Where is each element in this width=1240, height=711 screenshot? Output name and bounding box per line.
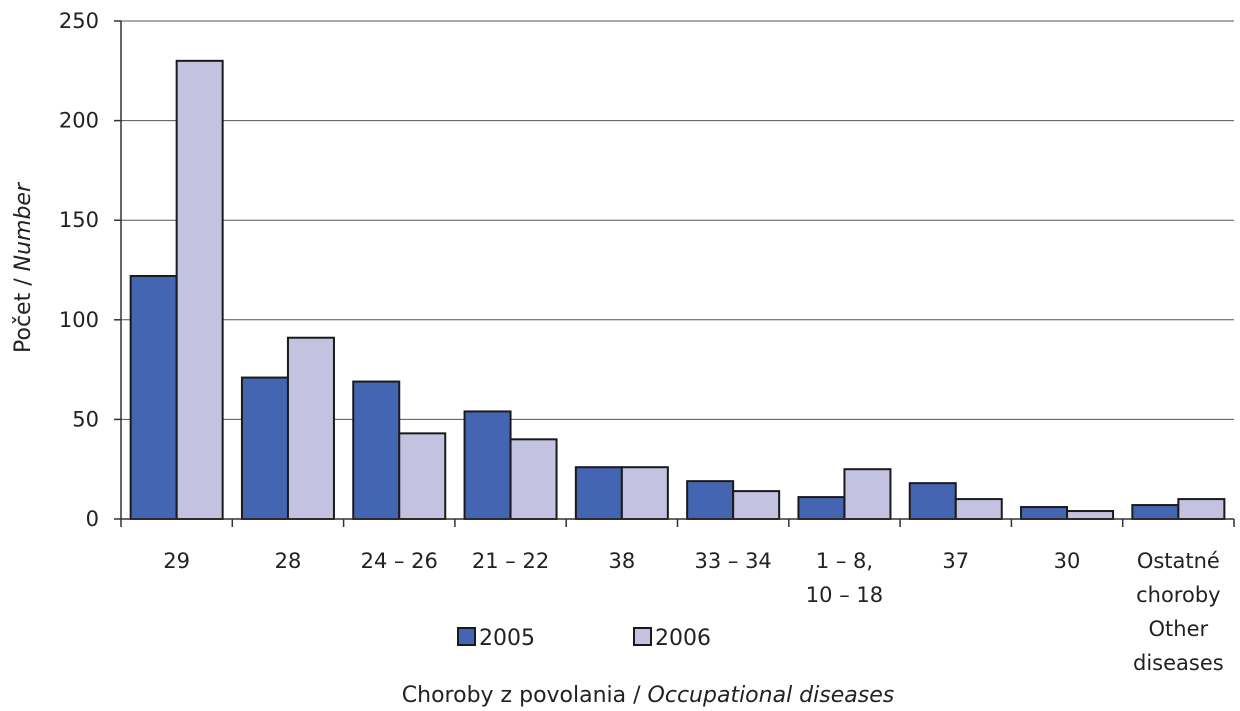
- bar-2005-1: [240, 376, 289, 520]
- bar-2006-9: [1177, 498, 1226, 520]
- y-tick-label: 200: [59, 109, 99, 133]
- x-tick-label: 10 – 18: [806, 583, 883, 607]
- x-tick-label: 38: [608, 549, 635, 573]
- bar-2005-8: [1020, 506, 1069, 521]
- bar-2006-7: [954, 498, 1003, 520]
- x-tick-label: 24 – 26: [361, 549, 438, 573]
- bar-2006-8: [1066, 510, 1115, 521]
- x-tick-label: diseases: [1133, 651, 1224, 675]
- bar-2005-0: [129, 274, 178, 521]
- legend-swatch-2006: [633, 627, 652, 646]
- x-tick-label: 28: [275, 549, 302, 573]
- y-tick-label: 100: [59, 308, 99, 332]
- bar-2006-5: [732, 490, 781, 520]
- bar-2006-3: [509, 438, 558, 521]
- bar-2005-4: [574, 466, 623, 521]
- y-tick-label: 250: [59, 9, 99, 33]
- x-tick-label: 1 – 8,: [816, 549, 873, 573]
- bar-2006-6: [843, 468, 892, 521]
- legend-label-2005: 2005: [479, 626, 535, 651]
- axes: [114, 20, 1235, 527]
- legend: 2005 2006: [457, 626, 711, 651]
- bar-2005-7: [908, 482, 957, 521]
- bar-2006-0: [175, 59, 224, 521]
- legend-label-2006: 2006: [655, 626, 711, 651]
- x-tick-labels: 29 28 24 – 26 21 – 22 38 33 – 34 1 – 8, 10 – 18…: [163, 549, 1223, 675]
- x-tick-label: 33 – 34: [695, 549, 772, 573]
- bar-2005-2: [352, 380, 401, 520]
- bars: [129, 59, 1226, 521]
- y-tick-label: 50: [72, 407, 99, 431]
- x-tick-label: Other: [1149, 617, 1209, 641]
- bar-2005-6: [797, 496, 846, 521]
- y-tick-label: 150: [59, 208, 99, 232]
- bar-2005-3: [463, 410, 512, 521]
- bar-2005-9: [1131, 504, 1180, 520]
- x-tick-label: 21 – 22: [472, 549, 549, 573]
- x-tick-label: 30: [1054, 549, 1081, 573]
- legend-swatch-2005: [457, 627, 476, 646]
- bar-2005-5: [686, 480, 735, 521]
- y-tick-label: 0: [86, 507, 99, 531]
- x-axis-title: Choroby z povolania / Occupational disea…: [402, 683, 894, 708]
- x-tick-label: 29: [163, 549, 190, 573]
- x-tick-label: 37: [942, 549, 969, 573]
- x-tick-label: choroby: [1136, 583, 1220, 607]
- gridlines: [121, 20, 1234, 420]
- x-tick-label: Ostatné: [1137, 549, 1220, 573]
- y-tick-labels: 0 50 100 150 200 250: [59, 9, 99, 531]
- y-axis-title: Počet / Number: [11, 181, 36, 353]
- bar-2006-2: [398, 432, 447, 520]
- bar-2006-4: [620, 466, 669, 521]
- bar-2006-1: [286, 336, 335, 520]
